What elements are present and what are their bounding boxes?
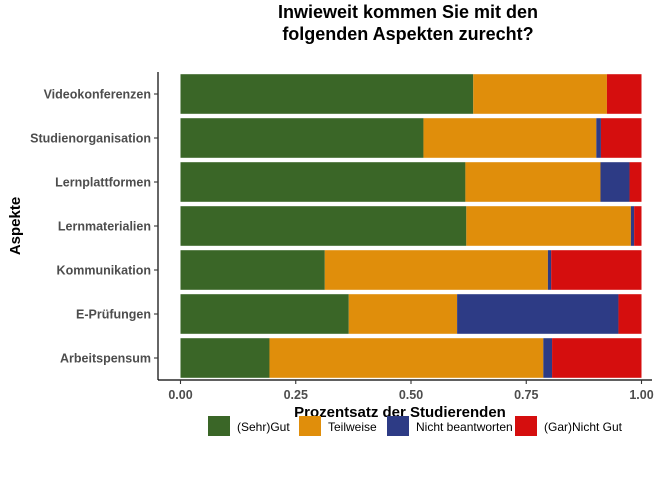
y-tick-label: Kommunikation [57,264,151,278]
bar-segment [180,74,474,114]
y-tick-label: Lernmaterialien [58,220,151,234]
bar-segment [180,162,466,202]
bar-segment [547,250,552,290]
legend: (Sehr)Gut Teilweise Nicht beantworten (Gar)… [208,416,623,436]
bar-segment [552,338,642,378]
bar-segment [324,250,548,290]
y-tick-label: Videokonferenzen [44,88,151,102]
bar-segment [457,294,619,334]
bar-segment [473,74,607,114]
legend-swatch [387,416,409,436]
legend-swatch [208,416,230,436]
bar-segment [180,294,349,334]
bar-segment [551,250,642,290]
bar-segment [348,294,458,334]
bar-segment [180,250,325,290]
x-tick-label: 1.00 [629,388,653,402]
legend-label: (Sehr)Gut [237,420,290,434]
y-tick-label: E-Prüfungen [76,308,151,322]
x-tick-label: 0.50 [399,388,423,402]
y-tick-label: Studienorganisation [30,132,151,146]
x-tick-label: 0.00 [168,388,192,402]
y-tick-label: Arbeitspensum [60,352,151,366]
y-tick-labels: Videokonferenzen Studienorganisation Lernp… [30,88,158,366]
legend-label: Teilweise [328,420,377,434]
bar-segment [600,118,642,158]
x-tick-label: 0.75 [514,388,538,402]
bar-segment [600,162,630,202]
bar-segment [465,162,601,202]
bar-segment [543,338,553,378]
bars [180,74,642,378]
x-tick-label: 0.25 [284,388,308,402]
bar-segment [466,206,631,246]
legend-swatch [515,416,537,436]
legend-label: Nicht beantworten [416,420,513,434]
bar-segment [606,74,642,114]
bar-segment [180,206,467,246]
bar-segment [629,162,642,202]
bar-segment [269,338,544,378]
legend-label: (Gar)Nicht Gut [544,420,623,434]
bar-segment [630,206,635,246]
chart-title-line: folgenden Aspekten zurecht? [282,24,533,44]
x-axis-title: Prozentsatz der Studierenden [294,404,506,421]
y-axis-title: Aspekte [7,197,24,255]
bar-segment [618,294,642,334]
bar-segment [596,118,601,158]
bar-segment [180,338,270,378]
x-tick-labels: 0.00 0.25 0.50 0.75 1.00 [168,380,654,402]
chart-title-line: Inwieweit kommen Sie mit den [278,2,538,22]
bar-segment [180,118,424,158]
bar-segment [634,206,642,246]
y-tick-label: Lernplattformen [55,176,151,190]
legend-swatch [299,416,321,436]
bar-segment [423,118,597,158]
